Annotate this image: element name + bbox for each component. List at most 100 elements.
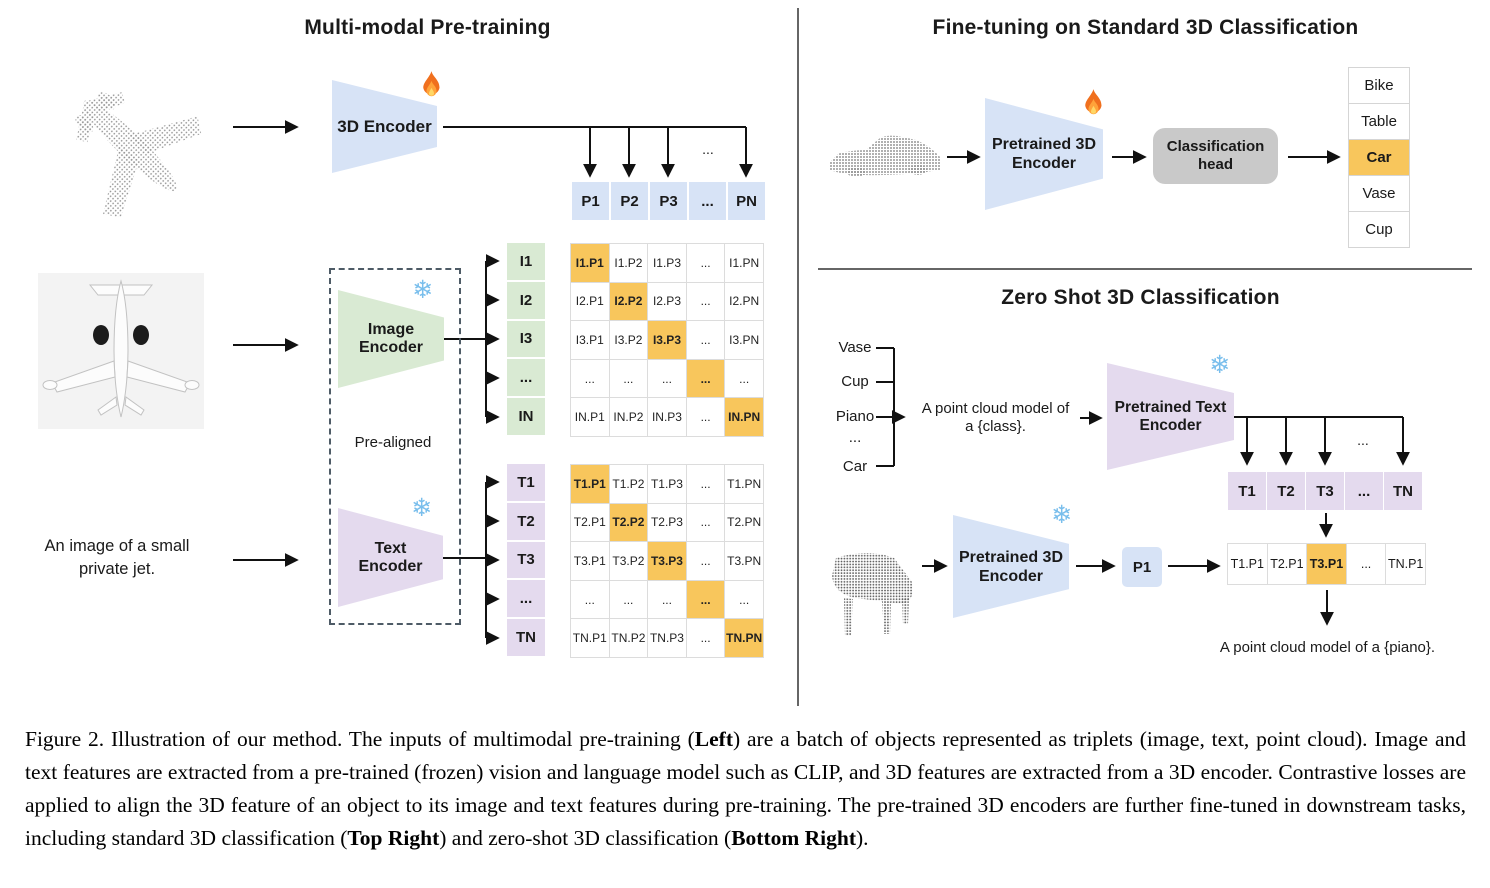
caption-segment: Bottom Right: [731, 825, 857, 850]
class-cell-0: Bike: [1349, 68, 1409, 103]
matrix-t-cell-0-2: T1.P3: [648, 465, 686, 503]
matrix-t-cell-2-0: T3.P1: [571, 542, 609, 580]
text-point-similarity-matrix: T1.P1 T1.P2 T1.P3... T1.PN T2.P1 T2.P2 T2.P3..…: [570, 464, 764, 658]
zs-output-text: A point cloud model of a {piano}.: [1219, 639, 1436, 656]
pretrained-3d-encoder-label-1: Pretrained 3D: [991, 136, 1097, 153]
matrix-t-cell-2-1: T3.P2: [609, 542, 648, 580]
panel-dividers: [797, 8, 1472, 706]
zs-text-feature-row: T1 T2 T3... TN: [1228, 472, 1422, 510]
matrix-t-cell-4-3: ...: [686, 619, 725, 657]
classification-class-list: Bike Table Car Vase Cup: [1348, 67, 1410, 248]
p-cell-3: ...: [689, 182, 726, 220]
matrix-t-cell-3-0: ...: [571, 580, 609, 619]
pretrained-3d-encoder-label-2: Encoder: [1011, 155, 1076, 172]
zs-prompt: A point cloud model of a {class}.: [908, 400, 1083, 435]
matrix-t-cell-0-0: T1.P1: [571, 465, 609, 503]
zs-class-vase: Vase: [838, 339, 872, 356]
zs-prompt-line-1: A point cloud model of: [921, 400, 1070, 417]
zs-tp-cell-4: TN.P1: [1386, 544, 1425, 584]
caption-segment: Top Right: [347, 825, 440, 850]
matrix-t-cell-3-2: ...: [648, 580, 686, 619]
caption-segment: ) and zero-shot 3D classification (: [439, 825, 732, 850]
zs-t-cell-3: ...: [1345, 472, 1383, 510]
matrix-t-cell-0-3: ...: [686, 465, 725, 503]
p-feature-row: P1 P2 P3... PN: [572, 182, 765, 220]
snowflake-icon: ❄: [1051, 500, 1072, 529]
matrix-t-cell-4-4: TN.PN: [725, 619, 763, 657]
image-encoder-label-2: Encoder: [358, 339, 423, 356]
matrix-i-cell-4-2: IN.P3: [648, 398, 686, 436]
class-cell-1: Table: [1349, 104, 1409, 139]
matrix-i-cell-4-3: ...: [686, 398, 725, 436]
classification-head-label-2: head: [1197, 156, 1233, 173]
matrix-i-cell-0-2: I1.P3: [648, 244, 686, 282]
zero-shot-title: Zero Shot 3D Classification: [1001, 286, 1280, 309]
matrix-i-cell-2-0: I3.P1: [571, 321, 609, 359]
t-cell-2: T3: [507, 541, 545, 579]
p-cell-4: PN: [728, 182, 765, 220]
matrix-t-cell-3-3: ...: [686, 580, 725, 619]
matrix-i-cell-3-2: ...: [648, 359, 686, 398]
zs-similarity-row: T1.P1 T2.P1 T3.P1... TN.P1: [1227, 543, 1426, 585]
p-cell-0: P1: [572, 182, 609, 220]
matrix-t-cell-2-2: T3.P3: [648, 542, 686, 580]
t-cell-4: TN: [507, 619, 545, 656]
text-encoder-label-1: Text: [374, 539, 407, 557]
matrix-t-cell-3-1: ...: [609, 580, 648, 619]
p-drop-ellipsis: ...: [702, 141, 714, 157]
text-feature-column: T1 T2 T3... TN: [507, 464, 545, 656]
matrix-t-cell-1-1: T2.P2: [609, 503, 648, 542]
matrix-t-cell-2-3: ...: [686, 542, 725, 580]
caption-segment: ).: [856, 825, 869, 850]
zs-p1-feature: P1: [1122, 547, 1162, 587]
matrix-t-cell-0-1: T1.P2: [609, 465, 648, 503]
p-cell-1: P2: [611, 182, 648, 220]
t-cell-0: T1: [507, 464, 545, 501]
matrix-i-cell-2-1: I3.P2: [609, 321, 648, 359]
matrix-t-cell-1-3: ...: [686, 503, 725, 542]
matrix-t-cell-3-4: ...: [725, 580, 763, 619]
matrix-t-cell-1-4: T2.PN: [725, 503, 763, 542]
class-cell-2: Car: [1349, 140, 1409, 175]
matrix-i-cell-1-4: I2.PN: [725, 282, 763, 321]
matrix-i-cell-0-4: I1.PN: [725, 244, 763, 282]
zs-tp-cell-1: T2.P1: [1267, 544, 1307, 584]
encoder-3d-label: 3D Encoder: [337, 116, 432, 136]
matrix-t-cell-4-2: TN.P3: [648, 619, 686, 657]
t-cell-1: T2: [507, 502, 545, 540]
zs-class-piano: Piano: [835, 408, 875, 425]
matrix-i-cell-1-1: I2.P2: [609, 282, 648, 321]
matrix-i-cell-4-1: IN.P2: [609, 398, 648, 436]
i-cell-4: IN: [507, 398, 545, 435]
i-cell-2: I3: [507, 320, 545, 358]
image-point-similarity-matrix: I1.P1 I1.P2 I1.P3... I1.PN I2.P1 I2.P2 I2.P3..…: [570, 243, 764, 437]
pretrained-text-encoder-label-2: Encoder: [1139, 416, 1202, 434]
class-cell-3: Vase: [1349, 176, 1409, 211]
image-encoder-label-1: Image: [367, 321, 415, 338]
matrix-t-cell-1-0: T2.P1: [571, 503, 609, 542]
fire-icon: [423, 71, 440, 97]
arrows: [233, 120, 1410, 645]
airplane-image: [38, 273, 204, 429]
matrix-i-cell-4-4: IN.PN: [725, 398, 763, 436]
matrix-i-cell-0-1: I1.P2: [609, 244, 648, 282]
class-cell-4: Cup: [1349, 212, 1409, 247]
zs-pretrained-3d-encoder-label-2: Encoder: [978, 567, 1043, 585]
i-cell-1: I2: [507, 281, 545, 319]
pretrained-text-encoder-label-1: Pretrained Text: [1114, 398, 1227, 416]
i-cell-3: ...: [507, 359, 545, 397]
fire-icon: [1085, 89, 1102, 115]
airplane-image-drawing: [42, 279, 200, 418]
matrix-i-cell-3-3: ...: [686, 359, 725, 398]
car-point-cloud: [830, 135, 940, 177]
text-encoder-label-2: Encoder: [358, 557, 423, 575]
matrix-i-cell-3-4: ...: [725, 359, 763, 398]
pre-aligned-box: [329, 268, 461, 625]
matrix-i-cell-0-3: ...: [686, 244, 725, 282]
matrix-t-cell-4-1: TN.P2: [609, 619, 648, 657]
zs-class-car: Car: [842, 458, 868, 475]
zs-t-cell-0: T1: [1228, 472, 1266, 510]
t-cell-3: ...: [507, 580, 545, 618]
matrix-t-cell-4-0: TN.P1: [571, 619, 609, 657]
